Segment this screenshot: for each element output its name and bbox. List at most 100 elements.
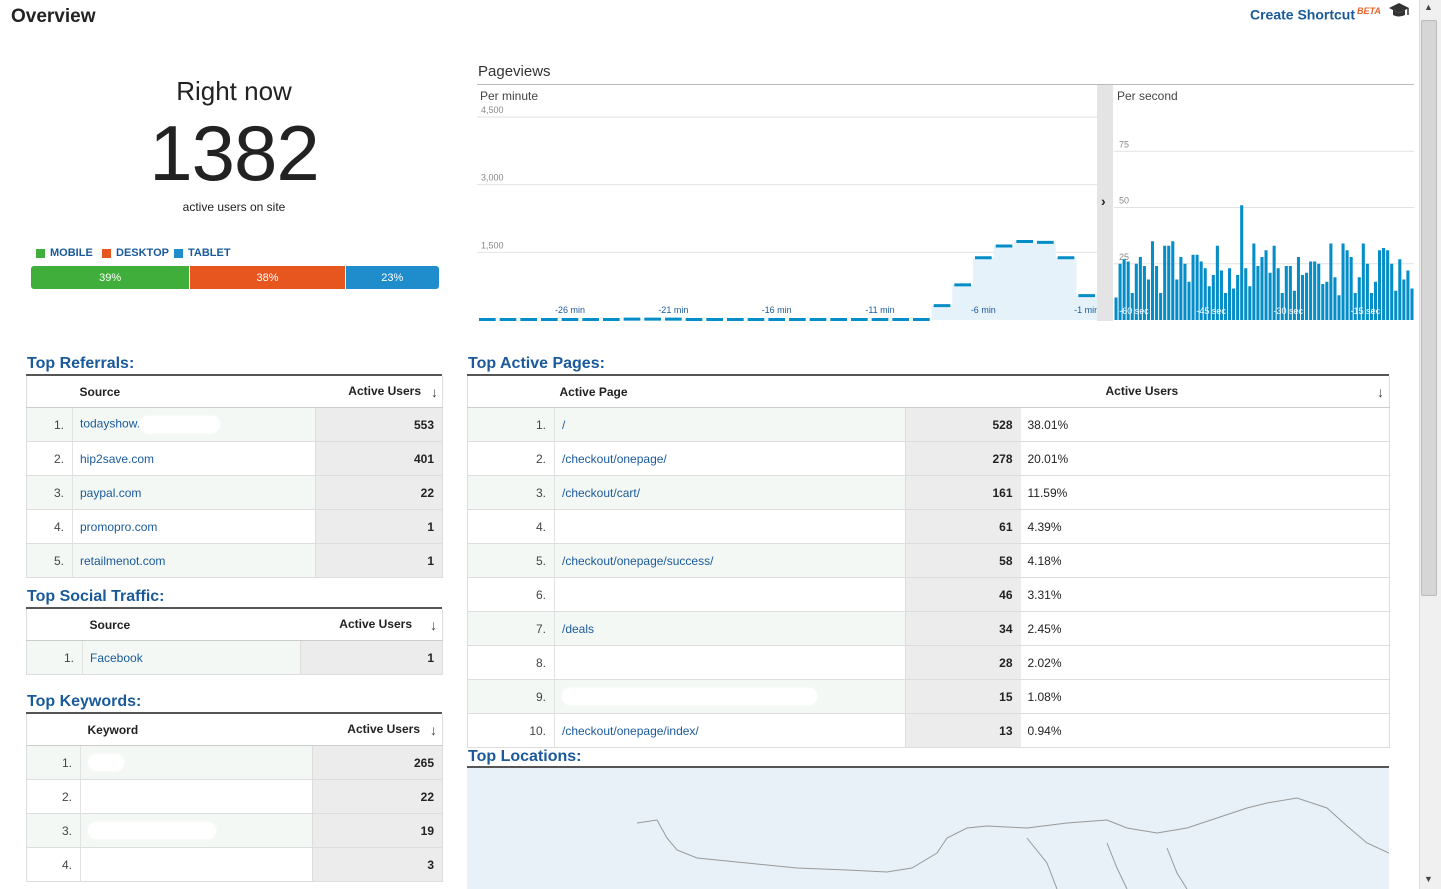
map-outline <box>636 797 1389 889</box>
pageviews-chart: Per minute 4,500 3,000 1,500 -26 min -21 min… <box>477 85 1414 322</box>
referral-source-cell: hip2save.com <box>72 441 316 476</box>
top-keywords-title: Top Keywords: <box>27 693 142 710</box>
sort-arrow-icon[interactable]: ↓ <box>431 383 438 400</box>
per-second-bar <box>1410 288 1414 320</box>
top-locations-title: Top Locations: <box>468 748 582 765</box>
tablet-swatch <box>174 248 183 258</box>
per-second-bar <box>1378 250 1382 320</box>
table-row: 2. hip2save.com 401 <box>26 441 443 476</box>
x-tick-label: -60 sec <box>1119 306 1149 316</box>
active-page-header[interactable]: Active Page <box>554 376 906 408</box>
rank-header <box>26 376 73 408</box>
table-row: 2. 22 <box>26 779 443 814</box>
expand-arrow-icon[interactable]: › <box>1101 193 1106 209</box>
table-row: 3. 19 <box>26 813 443 848</box>
per-second-bar <box>1365 263 1369 320</box>
y-tick-label: 1,500 <box>481 240 504 250</box>
source-header[interactable]: Source <box>82 609 301 641</box>
keyword-cell <box>80 813 313 848</box>
active-page-cell <box>554 679 906 714</box>
referral-source-link[interactable]: retailmenot.com <box>80 553 166 568</box>
active-page-link[interactable]: / <box>562 417 566 432</box>
keyword-cell <box>80 847 313 882</box>
active-users-header[interactable]: Active Users ↓ <box>312 714 443 746</box>
active-users-header[interactable]: Active Users ↓ <box>300 609 443 641</box>
active-page-link[interactable]: /checkout/onepage/ <box>562 451 667 466</box>
per-second-bar <box>1357 277 1361 320</box>
row-active-users: 19 <box>312 813 443 848</box>
keyword-cell <box>80 745 313 780</box>
referral-source-link[interactable]: paypal.com <box>80 485 142 500</box>
row-rank: 7. <box>467 611 555 646</box>
per-second-bar <box>1292 290 1296 320</box>
top-social-table: Source Active Users ↓ 1. Facebook 1 <box>26 609 443 675</box>
per-second-chart: Per second 75 50 25 -60 sec -45 sec -30 sec -1… <box>1114 89 1414 320</box>
social-source-link[interactable]: Facebook <box>90 650 143 665</box>
sort-arrow-icon[interactable]: ↓ <box>1377 383 1384 400</box>
per-second-bar <box>1167 245 1171 320</box>
scroll-down-arrow-icon[interactable]: ▼ <box>1424 874 1433 884</box>
row-rank: 10. <box>467 713 555 748</box>
active-users-header[interactable]: Active Users ↓ <box>315 376 443 408</box>
scrollbar-thumb[interactable] <box>1421 20 1437 596</box>
table-header-row: Source Active Users ↓ <box>26 609 443 641</box>
active-users-header-label: Active Users <box>1105 383 1179 398</box>
per-second-bar <box>1171 241 1175 320</box>
legend-mobile-label: MOBILE <box>50 247 93 259</box>
per-second-bar <box>1191 254 1195 320</box>
per-second-bar <box>1398 259 1402 320</box>
per-second-bar <box>1252 243 1256 320</box>
row-rank: 5. <box>26 543 73 578</box>
row-rank: 2. <box>467 441 555 476</box>
per-second-bar <box>1288 266 1292 320</box>
per-minute-label: Per minute <box>480 89 538 103</box>
table-row: 9. 15 1.08% <box>467 679 1390 714</box>
top-social-title: Top Social Traffic: <box>27 588 165 605</box>
scroll-up-arrow-icon[interactable]: ▲ <box>1424 2 1433 12</box>
table-row: 3. /checkout/cart/161 11.59% <box>467 475 1390 510</box>
chart-expander[interactable] <box>1097 85 1113 321</box>
active-users-header[interactable]: Active Users ↓ <box>905 376 1390 408</box>
pageviews-title: Pageviews <box>478 63 551 80</box>
redacted-block <box>562 586 622 603</box>
active-page-link[interactable]: /deals <box>562 621 595 636</box>
mobile-segment: 39% <box>31 266 191 289</box>
per-second-bar <box>1195 254 1199 320</box>
referral-source-link[interactable]: todayshow. <box>80 416 141 431</box>
top-pages-rule <box>467 374 1389 376</box>
referral-source-link[interactable]: promopro.com <box>80 519 158 534</box>
per-second-bar <box>1341 243 1345 320</box>
per-second-bar <box>1207 286 1211 320</box>
per-second-bar <box>1150 241 1155 320</box>
create-shortcut-link[interactable]: Create Shortcut BETA <box>1250 6 1381 23</box>
row-active-users: 1 <box>315 543 443 578</box>
referral-source-cell: promopro.com <box>72 509 316 544</box>
per-second-bar <box>1219 270 1223 320</box>
row-active-users: 34 <box>905 611 1021 646</box>
active-page-link[interactable]: /checkout/onepage/index/ <box>562 723 699 738</box>
source-header[interactable]: Source <box>72 376 316 408</box>
table-row: 4. 61 4.39% <box>467 509 1390 544</box>
active-page-link[interactable]: /checkout/cart/ <box>562 485 641 500</box>
per-second-bar <box>1134 263 1138 320</box>
active-page-link[interactable]: /checkout/onepage/success/ <box>562 553 714 568</box>
per-second-bar <box>1223 293 1228 320</box>
per-second-bar <box>1373 281 1378 320</box>
redacted-block <box>562 518 642 535</box>
graduation-cap-icon[interactable] <box>1388 2 1410 20</box>
row-active-users: 401 <box>315 441 443 476</box>
per-second-bar <box>1142 266 1146 320</box>
table-row: 1. todayshow. 553 <box>26 407 443 442</box>
locations-map[interactable] <box>467 768 1389 889</box>
row-active-users: 1 <box>315 509 443 544</box>
table-row: 5. /checkout/onepage/success/58 4.18% <box>467 543 1390 578</box>
per-second-bar <box>1300 275 1305 320</box>
per-second-bar <box>1305 272 1309 320</box>
sort-arrow-icon[interactable]: ↓ <box>430 616 437 633</box>
active-users-header-label: Active Users <box>348 383 421 398</box>
sort-arrow-icon[interactable]: ↓ <box>430 721 437 738</box>
rank-header <box>467 376 555 408</box>
per-minute-chart: Per minute 4,500 3,000 1,500 -26 min -21 min… <box>477 89 1099 322</box>
referral-source-link[interactable]: hip2save.com <box>80 451 155 466</box>
keyword-header[interactable]: Keyword <box>80 714 313 746</box>
